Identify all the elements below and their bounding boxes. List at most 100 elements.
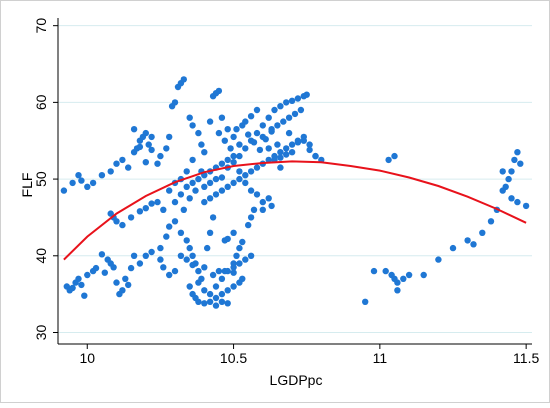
data-point	[166, 187, 173, 194]
data-point	[470, 241, 477, 248]
data-point	[312, 152, 319, 160]
data-point	[435, 256, 442, 263]
data-point	[230, 264, 237, 271]
data-point	[154, 198, 161, 206]
data-point	[209, 271, 217, 279]
data-point	[81, 292, 88, 299]
data-point	[218, 275, 226, 282]
data-point	[294, 95, 302, 102]
data-point	[212, 294, 220, 302]
data-point	[517, 160, 524, 167]
data-point	[259, 122, 266, 129]
data-points	[60, 76, 530, 309]
y-tick-label: 40	[33, 248, 49, 264]
data-point	[119, 221, 126, 229]
data-point	[209, 214, 217, 221]
data-point	[230, 283, 237, 290]
data-point	[183, 237, 190, 244]
fit-line-group	[63, 160, 527, 261]
data-point	[195, 279, 202, 286]
data-point	[479, 229, 486, 236]
data-point	[227, 145, 234, 152]
data-point	[288, 149, 296, 156]
data-point	[177, 229, 185, 236]
data-point	[212, 175, 220, 183]
data-point	[78, 177, 85, 184]
data-point	[160, 264, 167, 271]
data-point	[98, 251, 106, 258]
data-point	[78, 281, 85, 289]
data-point	[291, 110, 299, 118]
data-point	[247, 168, 255, 175]
data-point	[236, 141, 243, 148]
data-point	[265, 156, 272, 164]
data-point	[405, 271, 413, 279]
data-point	[505, 175, 512, 183]
data-point	[101, 269, 109, 276]
data-point	[125, 164, 132, 171]
data-point	[230, 179, 237, 187]
fit-line	[63, 160, 527, 261]
plot-frame	[58, 18, 532, 344]
x-tick-label: 11.5	[513, 350, 539, 366]
data-point	[247, 113, 255, 120]
data-point	[218, 114, 226, 121]
data-point	[215, 129, 223, 137]
data-point	[230, 229, 237, 236]
data-point	[294, 139, 302, 146]
data-point	[212, 191, 220, 198]
data-point	[253, 129, 261, 137]
data-point	[201, 264, 208, 271]
data-point	[283, 151, 290, 158]
data-point	[206, 290, 214, 298]
data-point	[277, 164, 284, 171]
data-point	[288, 97, 296, 105]
data-point	[221, 137, 228, 144]
data-point	[171, 267, 179, 275]
data-point	[218, 174, 226, 181]
data-point	[163, 233, 170, 240]
data-point	[288, 141, 296, 148]
data-point	[201, 183, 208, 190]
data-point	[230, 133, 237, 141]
data-point	[110, 264, 117, 271]
data-point	[230, 269, 237, 276]
data-point	[119, 287, 126, 294]
data-point	[300, 133, 307, 141]
data-point	[242, 145, 249, 152]
x-axis-label: LGDPpc	[270, 372, 323, 388]
data-point	[189, 261, 196, 269]
data-point	[201, 198, 208, 206]
data-point	[242, 179, 249, 187]
data-point	[148, 146, 155, 154]
data-point	[212, 283, 220, 290]
x-tick-label: 10	[79, 350, 95, 366]
data-point	[230, 159, 237, 166]
data-point	[265, 195, 272, 202]
data-point	[206, 118, 214, 125]
data-point	[171, 99, 179, 106]
data-point	[499, 168, 506, 175]
data-point	[449, 244, 457, 252]
x-tick-label: 11	[373, 350, 388, 366]
data-point	[236, 175, 243, 183]
data-point	[189, 156, 196, 164]
data-point	[195, 129, 202, 137]
data-point	[247, 214, 255, 221]
data-point	[107, 168, 114, 175]
data-point	[206, 195, 214, 202]
data-point	[306, 141, 313, 148]
data-point	[285, 114, 293, 121]
data-point	[157, 244, 164, 252]
data-point	[224, 156, 231, 164]
data-point	[130, 126, 138, 133]
data-point	[274, 141, 281, 148]
data-point	[236, 152, 243, 160]
data-point	[303, 91, 310, 98]
data-point	[171, 198, 179, 206]
data-point	[297, 106, 305, 114]
data-point	[166, 223, 173, 230]
data-point	[195, 298, 202, 305]
data-point	[113, 279, 120, 286]
data-point	[166, 271, 173, 279]
